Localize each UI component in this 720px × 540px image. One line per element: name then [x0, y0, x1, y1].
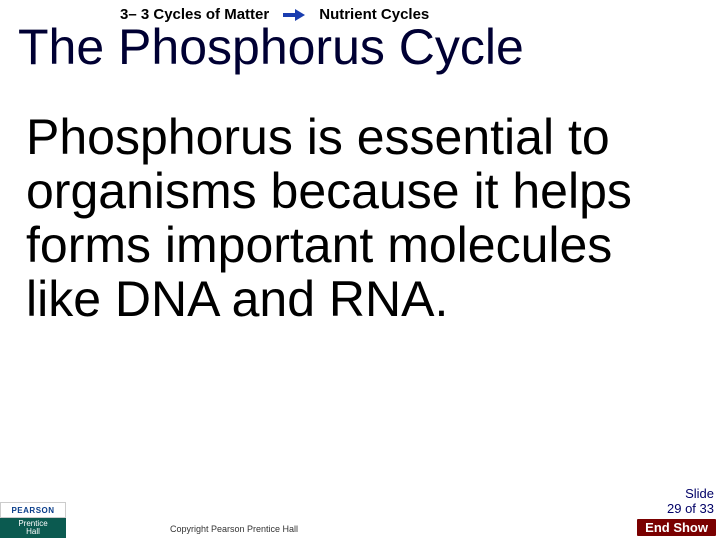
publisher-logo-bottom: Prentice Hall [0, 518, 66, 538]
publisher-logo-top: PEARSON [0, 502, 66, 518]
copyright-text: Copyright Pearson Prentice Hall [170, 524, 298, 534]
publisher-logo-line2: Hall [26, 528, 40, 536]
slide-label: Slide [667, 487, 714, 501]
slide-indicator: Slide 29 of 33 [667, 487, 714, 516]
footer: PEARSON Prentice Hall Copyright Pearson … [0, 492, 720, 540]
body-text: Phosphorus is essential to organisms bec… [0, 74, 720, 326]
slide-numbers: 29 of 33 [667, 502, 714, 516]
end-show-button[interactable]: End Show [637, 519, 716, 536]
slide-of: of [685, 501, 696, 516]
publisher-logo: PEARSON Prentice Hall [0, 502, 66, 538]
slide-current: 29 [667, 501, 681, 516]
page-title: The Phosphorus Cycle [0, 21, 720, 74]
slide-total: 33 [700, 501, 714, 516]
